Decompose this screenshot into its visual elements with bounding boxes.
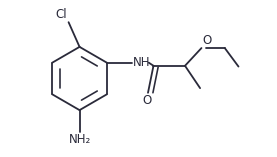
- Text: O: O: [142, 94, 151, 107]
- Text: NH: NH: [133, 56, 150, 69]
- Text: O: O: [203, 34, 212, 47]
- Text: NH₂: NH₂: [68, 133, 91, 146]
- Text: Cl: Cl: [56, 8, 67, 22]
